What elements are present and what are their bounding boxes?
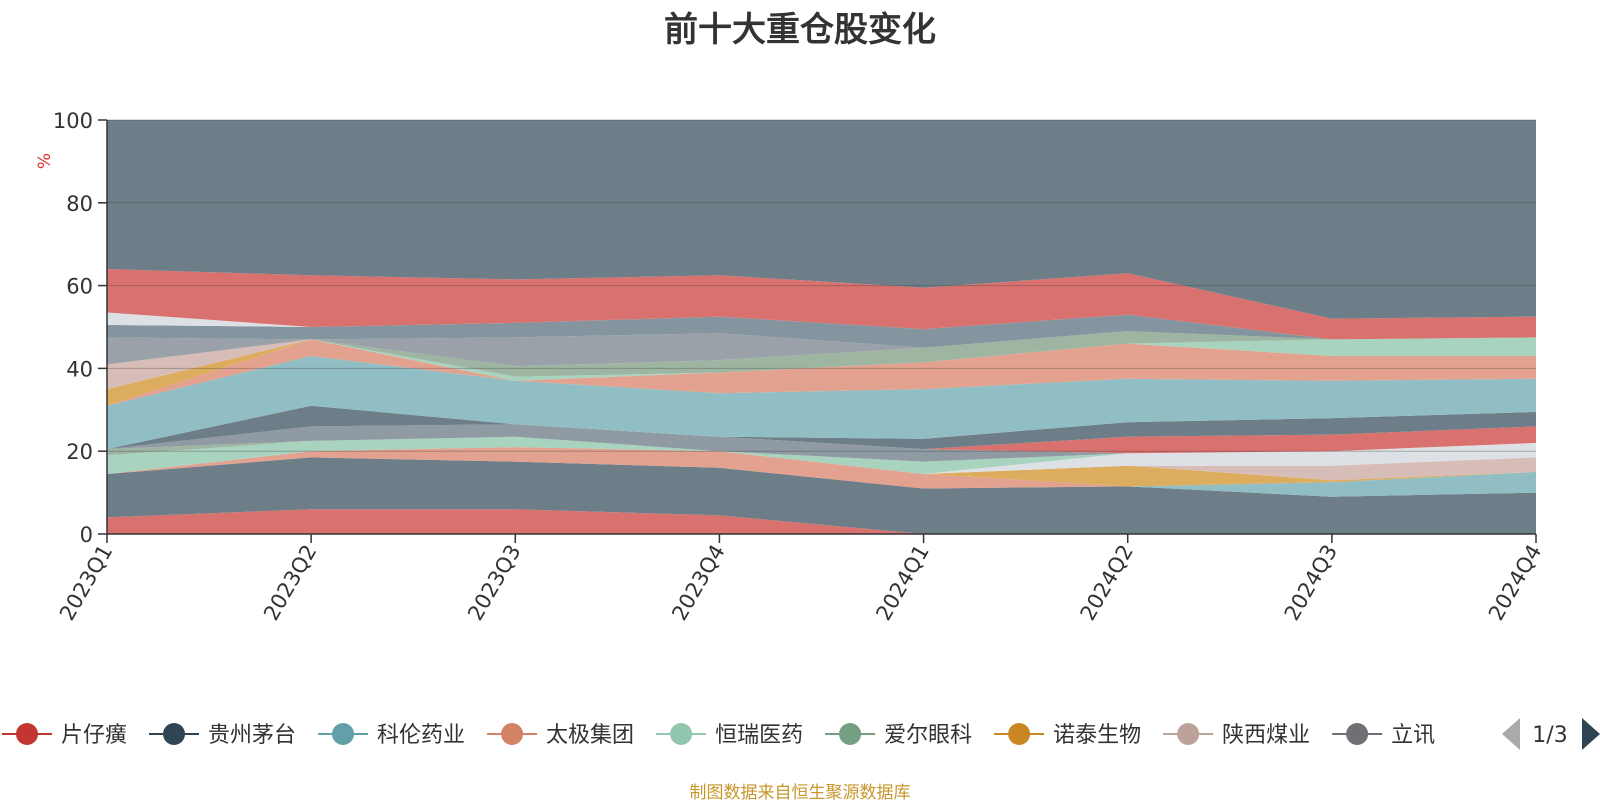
legend-item-5[interactable]: 恒瑞医药 (656, 723, 803, 748)
area-band-13 (107, 356, 1536, 450)
area-band-14 (107, 339, 1536, 406)
area-band-16 (107, 337, 1536, 390)
legend-label: 恒瑞医药 (715, 723, 803, 748)
legend-label: 陕西煤业 (1222, 723, 1310, 748)
legend-circle-icon (670, 723, 693, 745)
legend-label: 立讯 (1391, 723, 1435, 748)
x-tick-label-5: 2024Q2 (1076, 541, 1138, 625)
legend-item-2[interactable]: 贵州茅台 (149, 723, 296, 748)
legend-label: 诺泰生物 (1053, 723, 1141, 748)
y-ticks: 0 20 40 60 80 100 (53, 109, 107, 547)
area-band-11 (107, 424, 1536, 454)
area-band-20 (107, 314, 1536, 348)
area-band-22 (107, 269, 1536, 340)
area-band-19 (107, 331, 1536, 367)
x-tick-label-1: 2023Q2 (259, 541, 321, 625)
y-tick-label-2: 40 (66, 357, 93, 381)
legend-circle-icon (332, 723, 355, 745)
legend-item-8[interactable]: 陕西煤业 (1163, 723, 1310, 748)
legend-pager: 1/3 (1502, 718, 1600, 750)
legend-label: 片仔癀 (61, 723, 127, 748)
area-band-17 (107, 331, 1536, 390)
area-band-23 (107, 120, 1536, 319)
axes (106, 120, 1536, 535)
legend-item-1[interactable]: 片仔癀 (2, 723, 127, 748)
y-tick-label-1: 20 (66, 440, 93, 464)
area-band-5 (107, 447, 1536, 487)
x-tick-label-6: 2024Q3 (1280, 541, 1342, 625)
area-band-3 (107, 457, 1536, 497)
area-band-7 (107, 442, 1536, 474)
triangle-right-icon[interactable] (1582, 718, 1600, 750)
y-axis-label: % (35, 153, 55, 169)
grid-lines (107, 119, 1536, 452)
x-tick-label-4: 2024Q1 (871, 541, 933, 625)
legend-item-3[interactable]: 科伦药业 (318, 723, 465, 748)
legend-item-9[interactable]: 立讯 (1332, 723, 1435, 748)
y-tick-label-0: 0 (80, 523, 93, 547)
legend: 片仔癀 贵州茅台 科伦药业 太极集团 恒瑞医药 爱尔眼科 诺泰生物 陕西煤业 立讯 (2, 723, 1435, 748)
legend-circle-icon (501, 723, 524, 745)
x-tick-label-3: 2023Q4 (667, 541, 729, 625)
legend-circle-icon (1177, 723, 1200, 745)
x-ticks: 2023Q1 2023Q2 2023Q3 2023Q4 2024Q1 2024Q2 2024… (55, 534, 1546, 625)
legend-item-4[interactable]: 太极集团 (487, 723, 634, 748)
legend-circle-icon (16, 723, 38, 745)
area-band-6 (107, 447, 1536, 481)
legend-circle-icon (163, 723, 186, 745)
y-tick-label-5: 100 (53, 109, 93, 133)
legend-item-7[interactable]: 诺泰生物 (994, 723, 1141, 748)
area-band-2 (107, 457, 1536, 534)
legend-label: 太极集团 (546, 723, 634, 748)
y-tick-label-4: 80 (66, 192, 93, 216)
legend-item-6[interactable]: 爱尔眼科 (825, 723, 972, 748)
legend-circle-icon (1008, 723, 1031, 745)
x-tick-label-0: 2023Q1 (55, 541, 117, 625)
x-tick-label-2: 2023Q3 (463, 541, 525, 625)
x-tick-label-7: 2024Q4 (1484, 541, 1546, 625)
chart-title: 前十大重仓股变化 (664, 10, 936, 50)
footer-note: 制图数据来自恒生聚源数据库 (689, 783, 911, 803)
legend-circle-icon (1346, 723, 1369, 745)
triangle-left-icon[interactable] (1502, 718, 1520, 750)
legend-label: 爱尔眼科 (884, 723, 972, 748)
legend-label: 科伦药业 (377, 723, 465, 748)
area-bands (107, 120, 1536, 534)
legend-circle-icon (839, 723, 862, 745)
area-band-12 (107, 405, 1536, 450)
area-band-8 (107, 436, 1536, 474)
legend-label: 贵州茅台 (208, 723, 296, 748)
pager-text: 1/3 (1532, 723, 1567, 748)
area-band-1 (107, 509, 1536, 534)
area-band-4 (107, 447, 1536, 489)
area-band-10 (107, 424, 1536, 462)
y-tick-label-3: 60 (66, 275, 93, 299)
